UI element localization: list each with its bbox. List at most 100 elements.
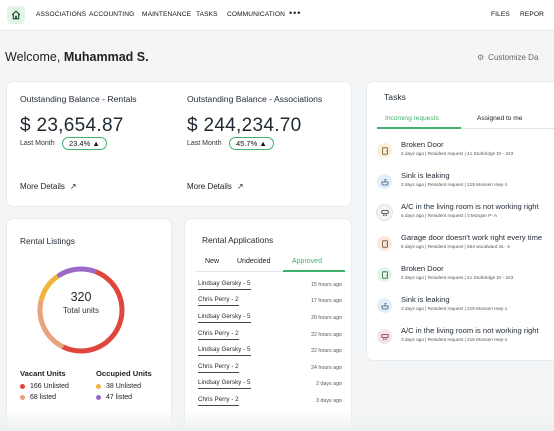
more-details-link[interactable]: More Details ↗: [187, 182, 244, 191]
sink-icon: [381, 178, 388, 185]
task-title[interactable]: Garage door doesn't work right every tim…: [401, 233, 543, 242]
task-subtitle: 6 days ago | Resident request | 654 wood…: [401, 244, 511, 249]
application-time: 22 hours ago: [311, 332, 342, 338]
vacant-units-heading: Vacant Units: [20, 369, 66, 378]
door-icon: [381, 146, 388, 155]
legend-dot: [96, 384, 101, 389]
welcome-heading: Welcome, Muhammad S.: [5, 50, 149, 64]
task-title[interactable]: Broken Door: [401, 264, 444, 273]
more-details-link[interactable]: More Details ↗: [20, 182, 77, 191]
last-month-label: Last Month: [20, 140, 55, 147]
task-icon-badge: [377, 174, 392, 189]
tasks-title: Tasks: [384, 92, 406, 102]
donut-segment: [39, 273, 61, 302]
balance-amount: $ 23,654.87: [20, 115, 124, 136]
arrow-up-right-icon: ↗: [236, 182, 244, 191]
tab-divider: [377, 128, 554, 129]
application-time: 20 hours ago: [311, 315, 342, 321]
application-name[interactable]: Lindsay Gersky - 5: [198, 313, 251, 323]
task-icon-badge: [377, 329, 392, 344]
task-subtitle: 3 days ago | Resident request | 215 Mons…: [401, 337, 508, 342]
application-time: 24 hours ago: [311, 365, 342, 371]
rental-applications-title: Rental Applications: [202, 235, 274, 245]
rental-listings-card: [7, 219, 171, 431]
gear-icon: ⚙: [477, 53, 485, 62]
ac-icon: [380, 333, 389, 340]
legend-label: 38 Unlisted: [106, 383, 142, 390]
task-icon-badge: [377, 143, 392, 158]
nav-tasks[interactable]: TASKS: [196, 11, 218, 18]
application-time: 2 days ago: [316, 381, 342, 387]
home-button[interactable]: [7, 6, 25, 24]
tab-undecided[interactable]: Undecided: [237, 258, 271, 265]
active-tab-indicator: [377, 127, 461, 129]
total-units-label: Total units: [62, 306, 100, 315]
more-details-label: More Details: [187, 182, 232, 191]
balance-card: Outstanding Balance - Rentals $ 23,654.8…: [7, 82, 351, 206]
task-subtitle: 3 days ago | Resident request | 215 Mons…: [401, 182, 508, 187]
application-name[interactable]: Lindsay Gersky - 5: [198, 280, 251, 290]
legend-dot: [20, 395, 25, 400]
nav-associations[interactable]: ASSOCIATIONS: [36, 11, 87, 18]
application-name[interactable]: Chris Perry - 2: [198, 363, 239, 373]
balance-amount: $ 244,234.70: [187, 115, 302, 136]
tab-incoming-requests[interactable]: Incoming requests: [385, 115, 439, 122]
nav-reports[interactable]: REPOR: [520, 11, 544, 18]
task-title[interactable]: A/C in the living room is not working ri…: [401, 326, 539, 335]
nav-more-icon[interactable]: •••: [289, 8, 302, 18]
balance-title: Outstanding Balance - Associations: [187, 94, 323, 104]
ac-icon: [380, 209, 389, 216]
application-name[interactable]: Chris Perry - 2: [198, 396, 239, 406]
tab-new[interactable]: New: [205, 258, 220, 265]
task-icon-badge: [377, 267, 392, 282]
task-subtitle: 5 days ago | Resident request | 3 Morgan…: [401, 213, 497, 218]
tab-assigned-to-me[interactable]: Assigned to me: [477, 115, 523, 122]
home-icon: [11, 10, 21, 20]
balance-associations: Outstanding Balance - Associations $ 244…: [187, 82, 352, 206]
balance-rentals: Outstanding Balance - Rentals $ 23,654.8…: [20, 82, 185, 206]
last-month-label: Last Month: [187, 140, 222, 147]
donut-segments: [37, 266, 125, 354]
donut-segment: [60, 269, 125, 354]
customize-dashboard-button[interactable]: ⚙ Customize Da: [477, 53, 538, 62]
change-badge: 23.4% ▲: [62, 137, 107, 150]
change-badge: 45.7% ▲: [229, 137, 274, 150]
application-name[interactable]: Chris Perry - 2: [198, 330, 239, 340]
welcome-user-name: Muhammad S.: [63, 50, 149, 64]
more-details-label: More Details: [20, 182, 65, 191]
application-name[interactable]: Lindsay Gersky - 5: [198, 346, 251, 356]
legend-item: 166 Unlisted: [20, 383, 69, 390]
task-title[interactable]: Sink is leaking: [401, 171, 450, 180]
application-time: 15 hours ago: [311, 282, 342, 288]
door-icon: [381, 270, 388, 279]
sink-icon: [381, 302, 388, 309]
application-name[interactable]: Chris Perry - 2: [198, 296, 239, 306]
nav-communication[interactable]: COMMUNICATION: [227, 11, 285, 18]
task-icon-badge: [377, 205, 392, 220]
tasks-card: [367, 82, 554, 360]
tab-approved[interactable]: Approved: [292, 258, 322, 265]
donut-segment: [57, 266, 97, 278]
legend-item: 38 Unlisted: [96, 383, 152, 390]
occupied-units-heading: Occupied Units: [96, 369, 152, 378]
application-name[interactable]: Lindsay Gersky - 5: [198, 379, 251, 389]
nav-files[interactable]: FILES: [491, 11, 510, 18]
donut-segment: [37, 298, 64, 349]
balance-title: Outstanding Balance - Rentals: [20, 94, 137, 104]
task-subtitle: 2 days ago | Resident request | 41 Sturb…: [401, 151, 514, 156]
legend-label: 47 listed: [106, 394, 133, 401]
welcome-greeting: Welcome,: [5, 50, 64, 64]
task-title[interactable]: Sink is leaking: [401, 295, 450, 304]
legend-dot: [96, 395, 101, 400]
nav-accounting[interactable]: ACCOUNTING: [89, 11, 135, 18]
active-tab-indicator: [283, 270, 345, 272]
task-title[interactable]: A/C in the living room is not working ri…: [401, 202, 539, 211]
nav-maintenance[interactable]: MAINTENANCE: [142, 11, 192, 18]
occupied-units-legend: Occupied Units 38 Unlisted 47 listed: [96, 369, 152, 405]
task-title[interactable]: Broken Door: [401, 140, 444, 149]
task-icon-badge: [377, 236, 392, 251]
legend-label: 166 Unlisted: [30, 383, 69, 390]
legend-item: 68 listed: [20, 394, 69, 401]
arrow-up-right-icon: ↗: [69, 182, 77, 191]
